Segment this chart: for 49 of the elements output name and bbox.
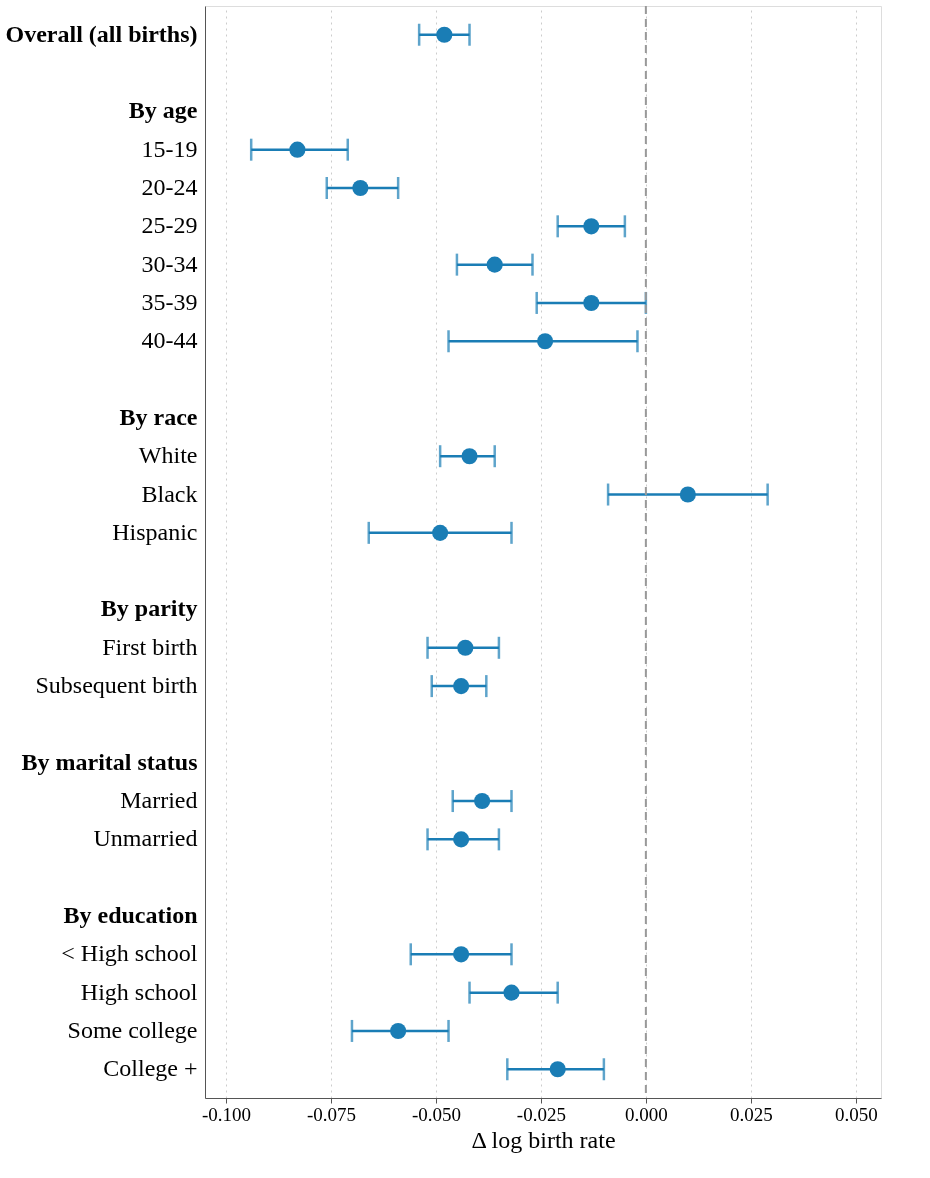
- y-tick-label: Hispanic: [112, 518, 198, 545]
- y-tick-label: Subsequent birth: [35, 672, 198, 699]
- point: [583, 218, 600, 235]
- y-tick-label: By age: [128, 97, 198, 124]
- point: [289, 141, 306, 158]
- point: [457, 639, 474, 656]
- y-tick-label: High school: [80, 978, 198, 1005]
- point: [453, 678, 470, 695]
- point: [486, 256, 503, 273]
- y-tick-label: By parity: [100, 595, 198, 622]
- point: [503, 984, 520, 1001]
- y-tick-label: Overall (all births): [5, 20, 198, 47]
- y-tick-label: 40-44: [141, 327, 198, 354]
- point: [432, 524, 449, 541]
- x-tick-label: -0.100: [201, 1103, 252, 1125]
- point: [453, 946, 470, 963]
- y-tick-label: < High school: [61, 940, 198, 967]
- x-tick-label: 0.025: [729, 1103, 773, 1125]
- x-axis-title: Δ log birth rate: [471, 1126, 616, 1153]
- y-tick-label: 35-39: [141, 288, 198, 315]
- y-tick-label: Some college: [67, 1016, 198, 1043]
- point: [461, 448, 478, 465]
- y-tick-label: By marital status: [21, 748, 198, 775]
- y-tick-label: 20-24: [141, 174, 198, 200]
- y-tick-label: By education: [63, 902, 198, 928]
- x-tick-label: 0.050: [834, 1103, 878, 1125]
- y-tick-label: Black: [141, 480, 198, 507]
- y-tick-label: 30-34: [141, 250, 198, 277]
- point: [352, 179, 369, 197]
- y-tick-label: White: [138, 442, 198, 469]
- y-tick-label: 25-29: [141, 212, 198, 239]
- x-tick-label: 0.000: [624, 1103, 668, 1125]
- x-tick-label: -0.075: [306, 1103, 356, 1125]
- point: [537, 333, 554, 350]
- y-tick-label: Unmarried: [93, 825, 198, 852]
- x-tick-label: -0.050: [411, 1103, 461, 1125]
- y-tick-label: College +: [103, 1055, 198, 1082]
- point: [474, 793, 491, 810]
- point: [679, 486, 696, 503]
- point: [436, 26, 453, 43]
- x-tick-label: -0.025: [516, 1103, 566, 1125]
- point: [390, 1022, 407, 1039]
- y-tick-label: 15-19: [141, 135, 198, 162]
- y-tick-label: By race: [119, 403, 198, 430]
- point: [583, 294, 600, 311]
- y-tick-label: Married: [120, 787, 198, 814]
- point: [453, 831, 470, 848]
- y-tick-label: First birth: [102, 633, 198, 660]
- point: [549, 1061, 566, 1078]
